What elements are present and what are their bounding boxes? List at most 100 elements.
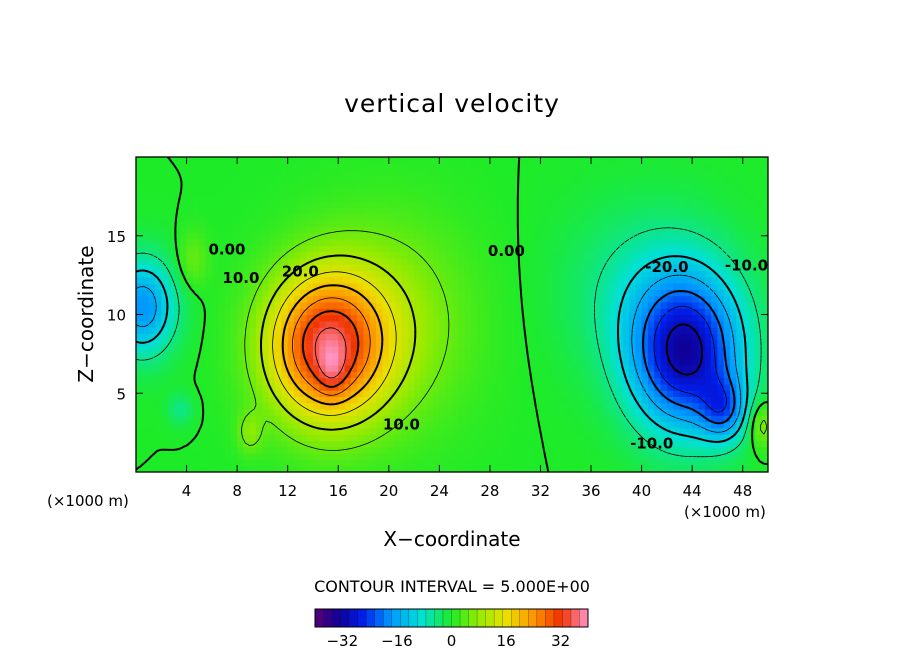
field-cell	[527, 226, 535, 234]
field-cell	[154, 415, 162, 423]
field-cell	[350, 257, 358, 265]
field-cell	[502, 453, 510, 460]
field-cell	[584, 352, 592, 360]
field-cell	[489, 301, 497, 309]
field-cell	[635, 245, 643, 253]
field-cell	[300, 377, 308, 385]
field-cell	[445, 188, 453, 196]
field-cell	[142, 257, 150, 265]
field-cell	[268, 213, 276, 221]
field-cell	[704, 226, 712, 234]
field-cell	[616, 390, 624, 397]
field-cell	[452, 371, 459, 379]
field-cell	[470, 402, 478, 410]
field-cell	[622, 339, 630, 347]
field-cell	[654, 308, 662, 316]
field-cell	[312, 238, 320, 246]
field-cell	[660, 358, 668, 366]
field-cell	[597, 232, 605, 240]
field-cell	[534, 220, 542, 227]
field-cell	[679, 415, 687, 423]
field-cell	[161, 396, 169, 404]
field-cell	[167, 383, 175, 391]
field-cell	[483, 157, 491, 164]
field-cell	[603, 245, 611, 253]
field-cell	[515, 346, 523, 353]
field-cell	[546, 245, 554, 253]
field-cell	[294, 182, 301, 190]
field-cell	[610, 207, 617, 215]
field-cell	[262, 188, 270, 196]
field-cell	[647, 295, 655, 303]
field-cell	[230, 182, 238, 190]
field-cell	[376, 314, 384, 322]
field-cell	[679, 440, 687, 448]
field-cell	[382, 220, 390, 227]
field-cell	[325, 201, 333, 208]
field-cell	[357, 232, 365, 240]
field-cell	[470, 245, 478, 253]
field-cell	[515, 415, 523, 423]
field-cell	[508, 383, 516, 391]
field-cell	[464, 251, 472, 259]
field-cell	[635, 440, 643, 448]
field-cell	[294, 459, 301, 467]
field-cell	[256, 358, 263, 366]
field-cell	[268, 421, 276, 429]
field-cell	[186, 434, 194, 442]
field-cell	[489, 295, 497, 303]
field-cell	[136, 402, 143, 410]
field-cell	[603, 251, 611, 259]
field-cell	[199, 434, 207, 442]
field-cell	[698, 175, 706, 183]
field-cell	[483, 226, 491, 234]
field-cell	[426, 175, 434, 183]
field-cell	[578, 276, 586, 284]
field-cell	[433, 320, 440, 328]
field-cell	[224, 289, 232, 297]
field-cell	[281, 182, 289, 190]
field-cell	[369, 415, 377, 423]
field-cell	[761, 320, 768, 328]
field-cell	[414, 201, 421, 208]
field-cell	[439, 182, 447, 190]
field-cell	[730, 194, 737, 202]
field-cell	[237, 251, 245, 259]
field-cell	[553, 421, 561, 429]
field-cell	[679, 327, 687, 334]
field-cell	[344, 459, 352, 467]
field-cell	[281, 402, 289, 410]
field-cell	[154, 157, 162, 164]
field-cell	[420, 257, 428, 265]
field-cell	[414, 175, 421, 183]
field-cell	[761, 226, 768, 234]
field-cell	[331, 163, 339, 171]
field-cell	[553, 402, 561, 410]
field-cell	[382, 358, 390, 366]
field-cell	[717, 314, 725, 322]
field-cell	[452, 245, 459, 253]
field-cell	[534, 251, 542, 259]
field-cell	[325, 390, 333, 397]
field-cell	[572, 453, 579, 460]
field-cell	[603, 390, 611, 397]
field-cell	[464, 245, 472, 253]
field-cell	[426, 194, 434, 202]
field-cell	[673, 289, 681, 297]
field-cell	[470, 238, 478, 246]
field-cell	[477, 276, 485, 284]
field-cell	[565, 465, 573, 472]
field-cell	[186, 301, 194, 309]
field-cell	[148, 409, 156, 416]
field-cell	[452, 213, 459, 221]
field-cell	[477, 194, 485, 202]
field-cell	[470, 396, 478, 404]
field-cell	[319, 257, 327, 265]
field-cell	[294, 245, 301, 253]
field-cell	[477, 465, 485, 472]
field-cell	[553, 276, 561, 284]
field-cell	[628, 402, 636, 410]
field-cell	[142, 453, 150, 460]
field-cell	[635, 169, 643, 177]
field-cell	[565, 427, 573, 435]
